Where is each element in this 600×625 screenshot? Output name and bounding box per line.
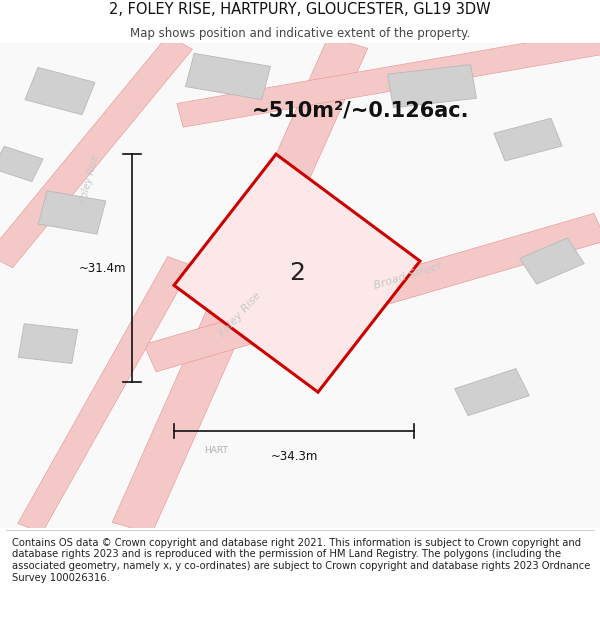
Text: Foley Rise: Foley Rise xyxy=(79,153,101,204)
Bar xyxy=(38,191,106,234)
Text: Contains OS data © Crown copyright and database right 2021. This information is : Contains OS data © Crown copyright and d… xyxy=(12,538,590,582)
Bar xyxy=(19,324,77,364)
Polygon shape xyxy=(144,213,600,372)
Text: 2, FOLEY RISE, HARTPURY, GLOUCESTER, GL19 3DW: 2, FOLEY RISE, HARTPURY, GLOUCESTER, GL1… xyxy=(109,2,491,17)
Text: ~34.3m: ~34.3m xyxy=(271,451,317,463)
Text: Foley Rise: Foley Rise xyxy=(217,290,263,339)
Text: HART: HART xyxy=(204,446,228,455)
Bar xyxy=(494,118,562,161)
Polygon shape xyxy=(18,256,192,532)
Text: ~510m²/~0.126ac.: ~510m²/~0.126ac. xyxy=(251,101,469,121)
Bar xyxy=(185,53,271,99)
Polygon shape xyxy=(174,154,420,392)
Text: Map shows position and indicative extent of the property.: Map shows position and indicative extent… xyxy=(130,27,470,39)
Polygon shape xyxy=(177,31,600,127)
Polygon shape xyxy=(112,37,368,534)
Polygon shape xyxy=(0,36,193,268)
Text: 2: 2 xyxy=(289,261,305,285)
Bar xyxy=(388,64,476,108)
Bar xyxy=(25,68,95,115)
Text: ~31.4m: ~31.4m xyxy=(79,262,126,275)
Bar xyxy=(0,146,43,181)
Bar xyxy=(455,369,529,416)
Text: Broad Street: Broad Street xyxy=(373,261,443,291)
Bar xyxy=(520,238,584,284)
